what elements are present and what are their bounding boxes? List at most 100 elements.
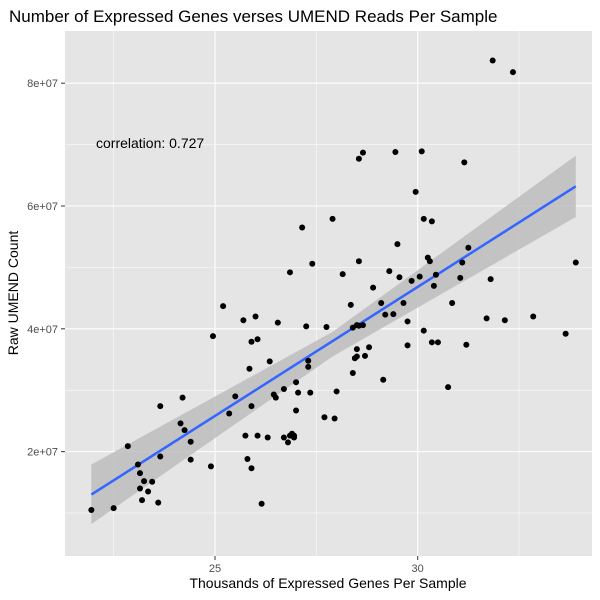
data-point (187, 456, 194, 463)
data-point (305, 357, 312, 364)
x-tick-label: 30 (412, 563, 424, 575)
data-point (353, 346, 360, 353)
data-point (333, 388, 340, 395)
x-axis-title: Thousands of Expressed Genes Per Sample (189, 575, 466, 591)
x-axis-ticks: 25 30 (209, 556, 424, 575)
data-point (181, 427, 188, 434)
data-point (291, 432, 298, 439)
data-point (252, 313, 259, 320)
data-point (457, 274, 464, 281)
data-point (110, 505, 117, 512)
data-point (240, 317, 247, 324)
data-point (149, 478, 156, 485)
chart-title: Number of Expressed Genes verses UMEND R… (9, 7, 497, 26)
data-point (408, 277, 415, 284)
data-point (284, 439, 291, 446)
data-point (280, 434, 287, 441)
y-tick-label: 6e+07 (27, 201, 58, 213)
data-point (394, 241, 401, 248)
data-point (459, 259, 466, 266)
data-point (562, 330, 569, 337)
correlation-annotation: correlation: 0.727 (96, 135, 204, 151)
data-point (428, 339, 435, 346)
data-point (501, 317, 508, 324)
data-point (530, 313, 537, 320)
data-point (254, 336, 261, 343)
data-point (141, 478, 148, 485)
data-point (331, 415, 338, 422)
data-point (242, 432, 249, 439)
data-point (361, 352, 368, 359)
data-point (134, 461, 141, 468)
data-point (209, 333, 216, 340)
data-point (248, 338, 255, 345)
data-point (359, 149, 366, 156)
data-point (246, 365, 253, 372)
data-point (420, 327, 427, 334)
data-point (155, 499, 162, 506)
data-point (226, 410, 233, 417)
data-point (412, 188, 419, 195)
data-point (88, 506, 95, 513)
data-point (465, 244, 472, 251)
data-point (266, 358, 273, 365)
data-point (359, 322, 366, 329)
data-point (286, 269, 293, 276)
data-point (463, 341, 470, 348)
data-point (299, 224, 306, 231)
data-point (483, 315, 490, 322)
data-point (136, 470, 143, 477)
data-point (157, 403, 164, 410)
data-point (432, 271, 439, 278)
data-point (254, 432, 261, 439)
y-tick-label: 8e+07 (27, 78, 58, 90)
data-point (487, 276, 494, 283)
data-point (220, 303, 227, 310)
y-axis-ticks: 2e+07 4e+07 6e+07 8e+07 (27, 78, 65, 459)
data-point (404, 318, 411, 325)
data-point (124, 443, 131, 450)
data-point (404, 342, 411, 349)
data-point (293, 407, 300, 414)
data-point (509, 69, 516, 76)
x-tick-label: 25 (209, 563, 221, 575)
data-point (248, 465, 255, 472)
data-point (307, 389, 314, 396)
data-point (264, 434, 271, 441)
data-point (430, 282, 437, 289)
data-point (339, 271, 346, 278)
data-points (88, 57, 579, 513)
data-point (207, 463, 214, 470)
data-point (400, 300, 407, 307)
data-point (179, 394, 186, 401)
data-point (461, 159, 468, 166)
data-point (329, 215, 336, 222)
minor-gridlines (65, 31, 592, 556)
data-point (370, 284, 377, 291)
data-point (280, 385, 287, 392)
data-point (295, 389, 302, 396)
data-point (426, 258, 433, 265)
data-point (177, 420, 184, 427)
data-point (416, 273, 423, 280)
data-point (378, 300, 385, 307)
data-point (489, 57, 496, 64)
data-point (187, 438, 194, 445)
data-point (420, 215, 427, 222)
data-point (136, 485, 143, 492)
data-point (321, 414, 328, 421)
data-point (396, 274, 403, 281)
data-point (293, 379, 300, 386)
data-point (139, 497, 146, 504)
data-point (305, 363, 312, 370)
data-point (303, 323, 310, 330)
data-point (244, 455, 251, 462)
data-point (449, 300, 456, 307)
data-point (428, 218, 435, 225)
regression-line (90, 185, 577, 496)
data-point (355, 155, 362, 162)
data-point (380, 376, 387, 383)
data-point (366, 344, 373, 351)
data-point (309, 260, 316, 267)
data-point (418, 148, 425, 155)
